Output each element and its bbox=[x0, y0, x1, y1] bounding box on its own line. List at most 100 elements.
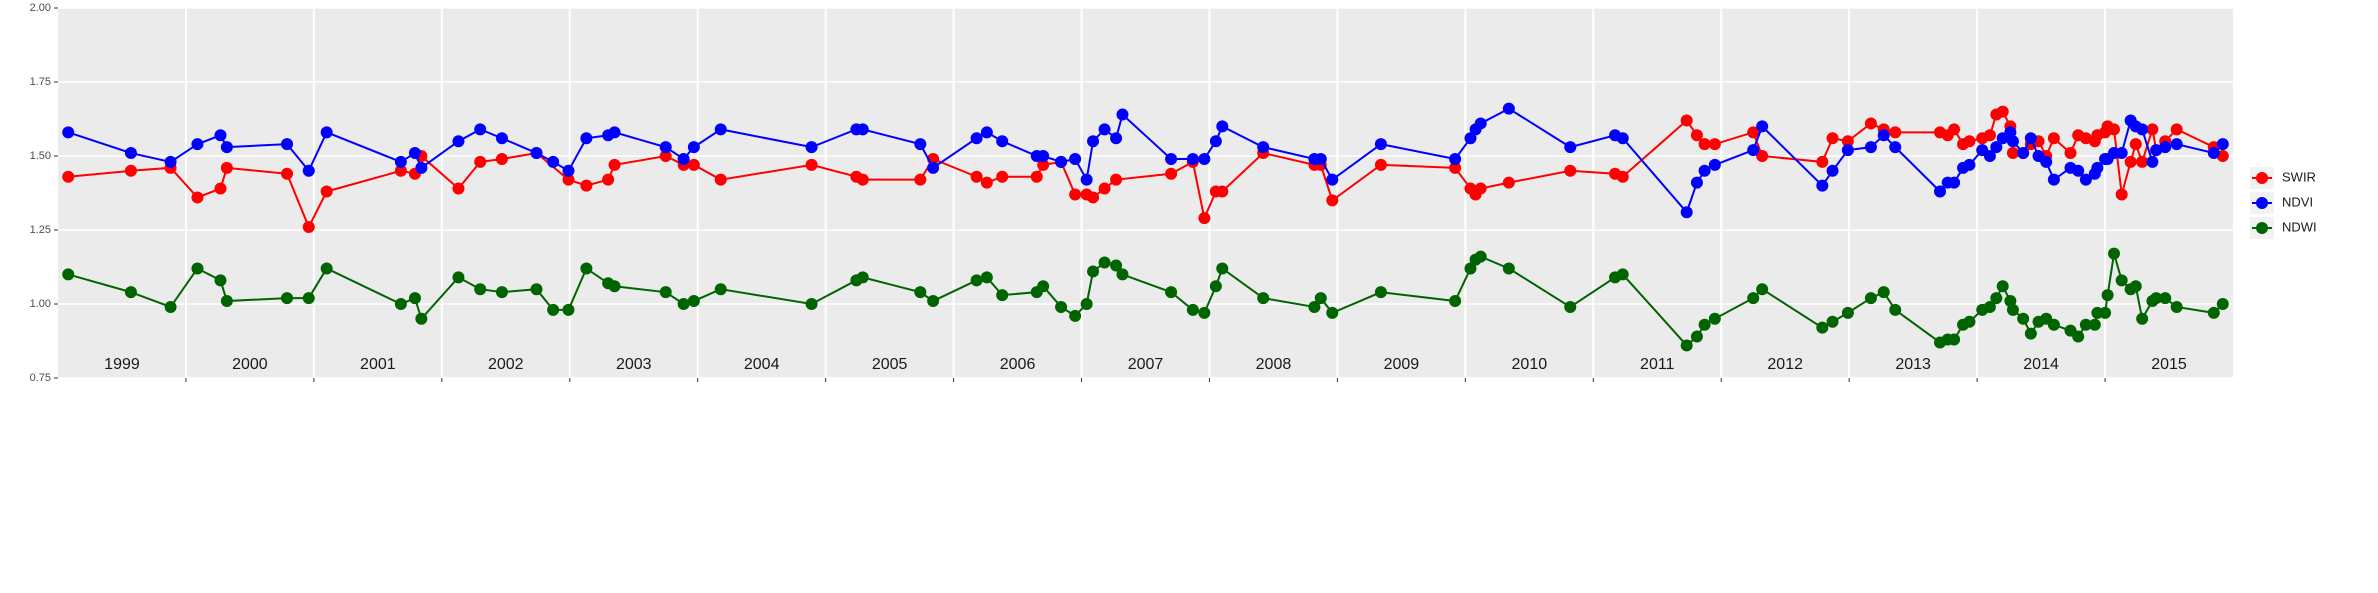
plot-panel bbox=[58, 8, 2233, 378]
data-point bbox=[1374, 158, 1387, 171]
data-point bbox=[2170, 138, 2183, 151]
data-point bbox=[996, 289, 1009, 302]
y-tick-label: 0.75 bbox=[30, 372, 51, 384]
data-point bbox=[2099, 306, 2112, 319]
x-tick-label: 2010 bbox=[1512, 356, 1548, 373]
data-point bbox=[2047, 132, 2060, 145]
data-point bbox=[2159, 141, 2172, 154]
data-point bbox=[2047, 173, 2060, 186]
data-point bbox=[394, 298, 407, 310]
y-tick-label: 1.75 bbox=[30, 76, 51, 88]
data-point bbox=[2170, 300, 2183, 313]
data-point bbox=[1257, 141, 1270, 154]
data-point bbox=[980, 126, 993, 139]
data-point bbox=[1690, 129, 1703, 142]
data-point bbox=[1209, 135, 1222, 148]
data-point bbox=[474, 283, 487, 296]
data-point bbox=[1314, 152, 1327, 165]
data-point bbox=[302, 221, 315, 234]
legend-label: NDWI bbox=[2282, 219, 2317, 234]
data-point bbox=[2136, 155, 2149, 168]
data-point bbox=[1948, 176, 1961, 189]
data-point bbox=[474, 155, 487, 168]
data-point bbox=[1889, 141, 1902, 154]
series-line bbox=[67, 107, 2224, 215]
data-point bbox=[281, 138, 294, 151]
data-point bbox=[1474, 182, 1487, 195]
data-point bbox=[714, 283, 727, 296]
data-point bbox=[1877, 129, 1890, 142]
data-point bbox=[1708, 158, 1721, 171]
data-point bbox=[1257, 292, 1270, 305]
data-point bbox=[452, 182, 465, 195]
data-point bbox=[281, 292, 294, 305]
x-tick-label: 2005 bbox=[872, 356, 908, 373]
data-point bbox=[2072, 330, 2085, 343]
data-point bbox=[1756, 120, 1769, 133]
data-point bbox=[2124, 155, 2137, 168]
data-point bbox=[1747, 292, 1760, 305]
data-point bbox=[1030, 170, 1043, 183]
data-point bbox=[1374, 138, 1387, 151]
data-point bbox=[659, 286, 672, 299]
data-point bbox=[1087, 191, 1100, 204]
legend-label: NDVI bbox=[2282, 194, 2313, 209]
data-point bbox=[2108, 247, 2121, 260]
data-point bbox=[1502, 176, 1515, 189]
data-point bbox=[677, 152, 690, 165]
data-point bbox=[1165, 152, 1178, 165]
data-point bbox=[281, 167, 294, 180]
data-point bbox=[1198, 306, 1211, 319]
data-point bbox=[714, 173, 727, 186]
data-point bbox=[927, 161, 940, 174]
data-point bbox=[2024, 327, 2037, 340]
data-point bbox=[214, 274, 227, 287]
data-point bbox=[2101, 289, 2114, 302]
data-point bbox=[677, 298, 690, 310]
data-point bbox=[1864, 117, 1877, 130]
data-point bbox=[1826, 315, 1839, 328]
data-point bbox=[320, 262, 333, 275]
data-point bbox=[1449, 161, 1462, 174]
data-point bbox=[495, 132, 508, 145]
data-point bbox=[1990, 141, 2003, 154]
data-point bbox=[856, 271, 869, 284]
x-tick-label: 2013 bbox=[1895, 356, 1931, 373]
data-point bbox=[320, 126, 333, 139]
data-point bbox=[970, 274, 983, 287]
data-point bbox=[408, 292, 421, 305]
x-tick-label: 2008 bbox=[1256, 356, 1292, 373]
data-point bbox=[2006, 147, 2019, 160]
data-point bbox=[914, 138, 927, 151]
x-tick-label: 2001 bbox=[360, 356, 396, 373]
data-point bbox=[547, 155, 560, 168]
data-point bbox=[164, 155, 177, 168]
data-point bbox=[530, 283, 543, 296]
data-point bbox=[220, 295, 233, 308]
data-point bbox=[1708, 312, 1721, 325]
data-point bbox=[495, 286, 508, 299]
data-point bbox=[1080, 173, 1093, 186]
data-point bbox=[1098, 123, 1111, 136]
data-point bbox=[996, 170, 1009, 183]
data-point bbox=[1616, 170, 1629, 183]
data-point bbox=[1698, 318, 1711, 331]
data-point bbox=[1069, 309, 1082, 322]
data-point bbox=[659, 150, 672, 162]
data-point bbox=[1502, 262, 1515, 275]
data-point bbox=[2136, 312, 2149, 325]
data-point bbox=[191, 262, 204, 275]
data-point bbox=[2115, 274, 2128, 287]
data-point bbox=[2006, 303, 2019, 316]
data-point bbox=[2047, 318, 2060, 331]
data-point bbox=[1198, 152, 1211, 165]
data-point bbox=[1464, 262, 1477, 275]
data-point bbox=[2159, 292, 2172, 305]
data-point bbox=[124, 164, 137, 177]
data-point bbox=[1098, 182, 1111, 195]
data-point bbox=[1069, 188, 1082, 201]
data-point bbox=[1502, 102, 1515, 115]
data-point bbox=[805, 158, 818, 171]
data-point bbox=[1680, 206, 1693, 219]
data-point bbox=[2216, 298, 2229, 310]
